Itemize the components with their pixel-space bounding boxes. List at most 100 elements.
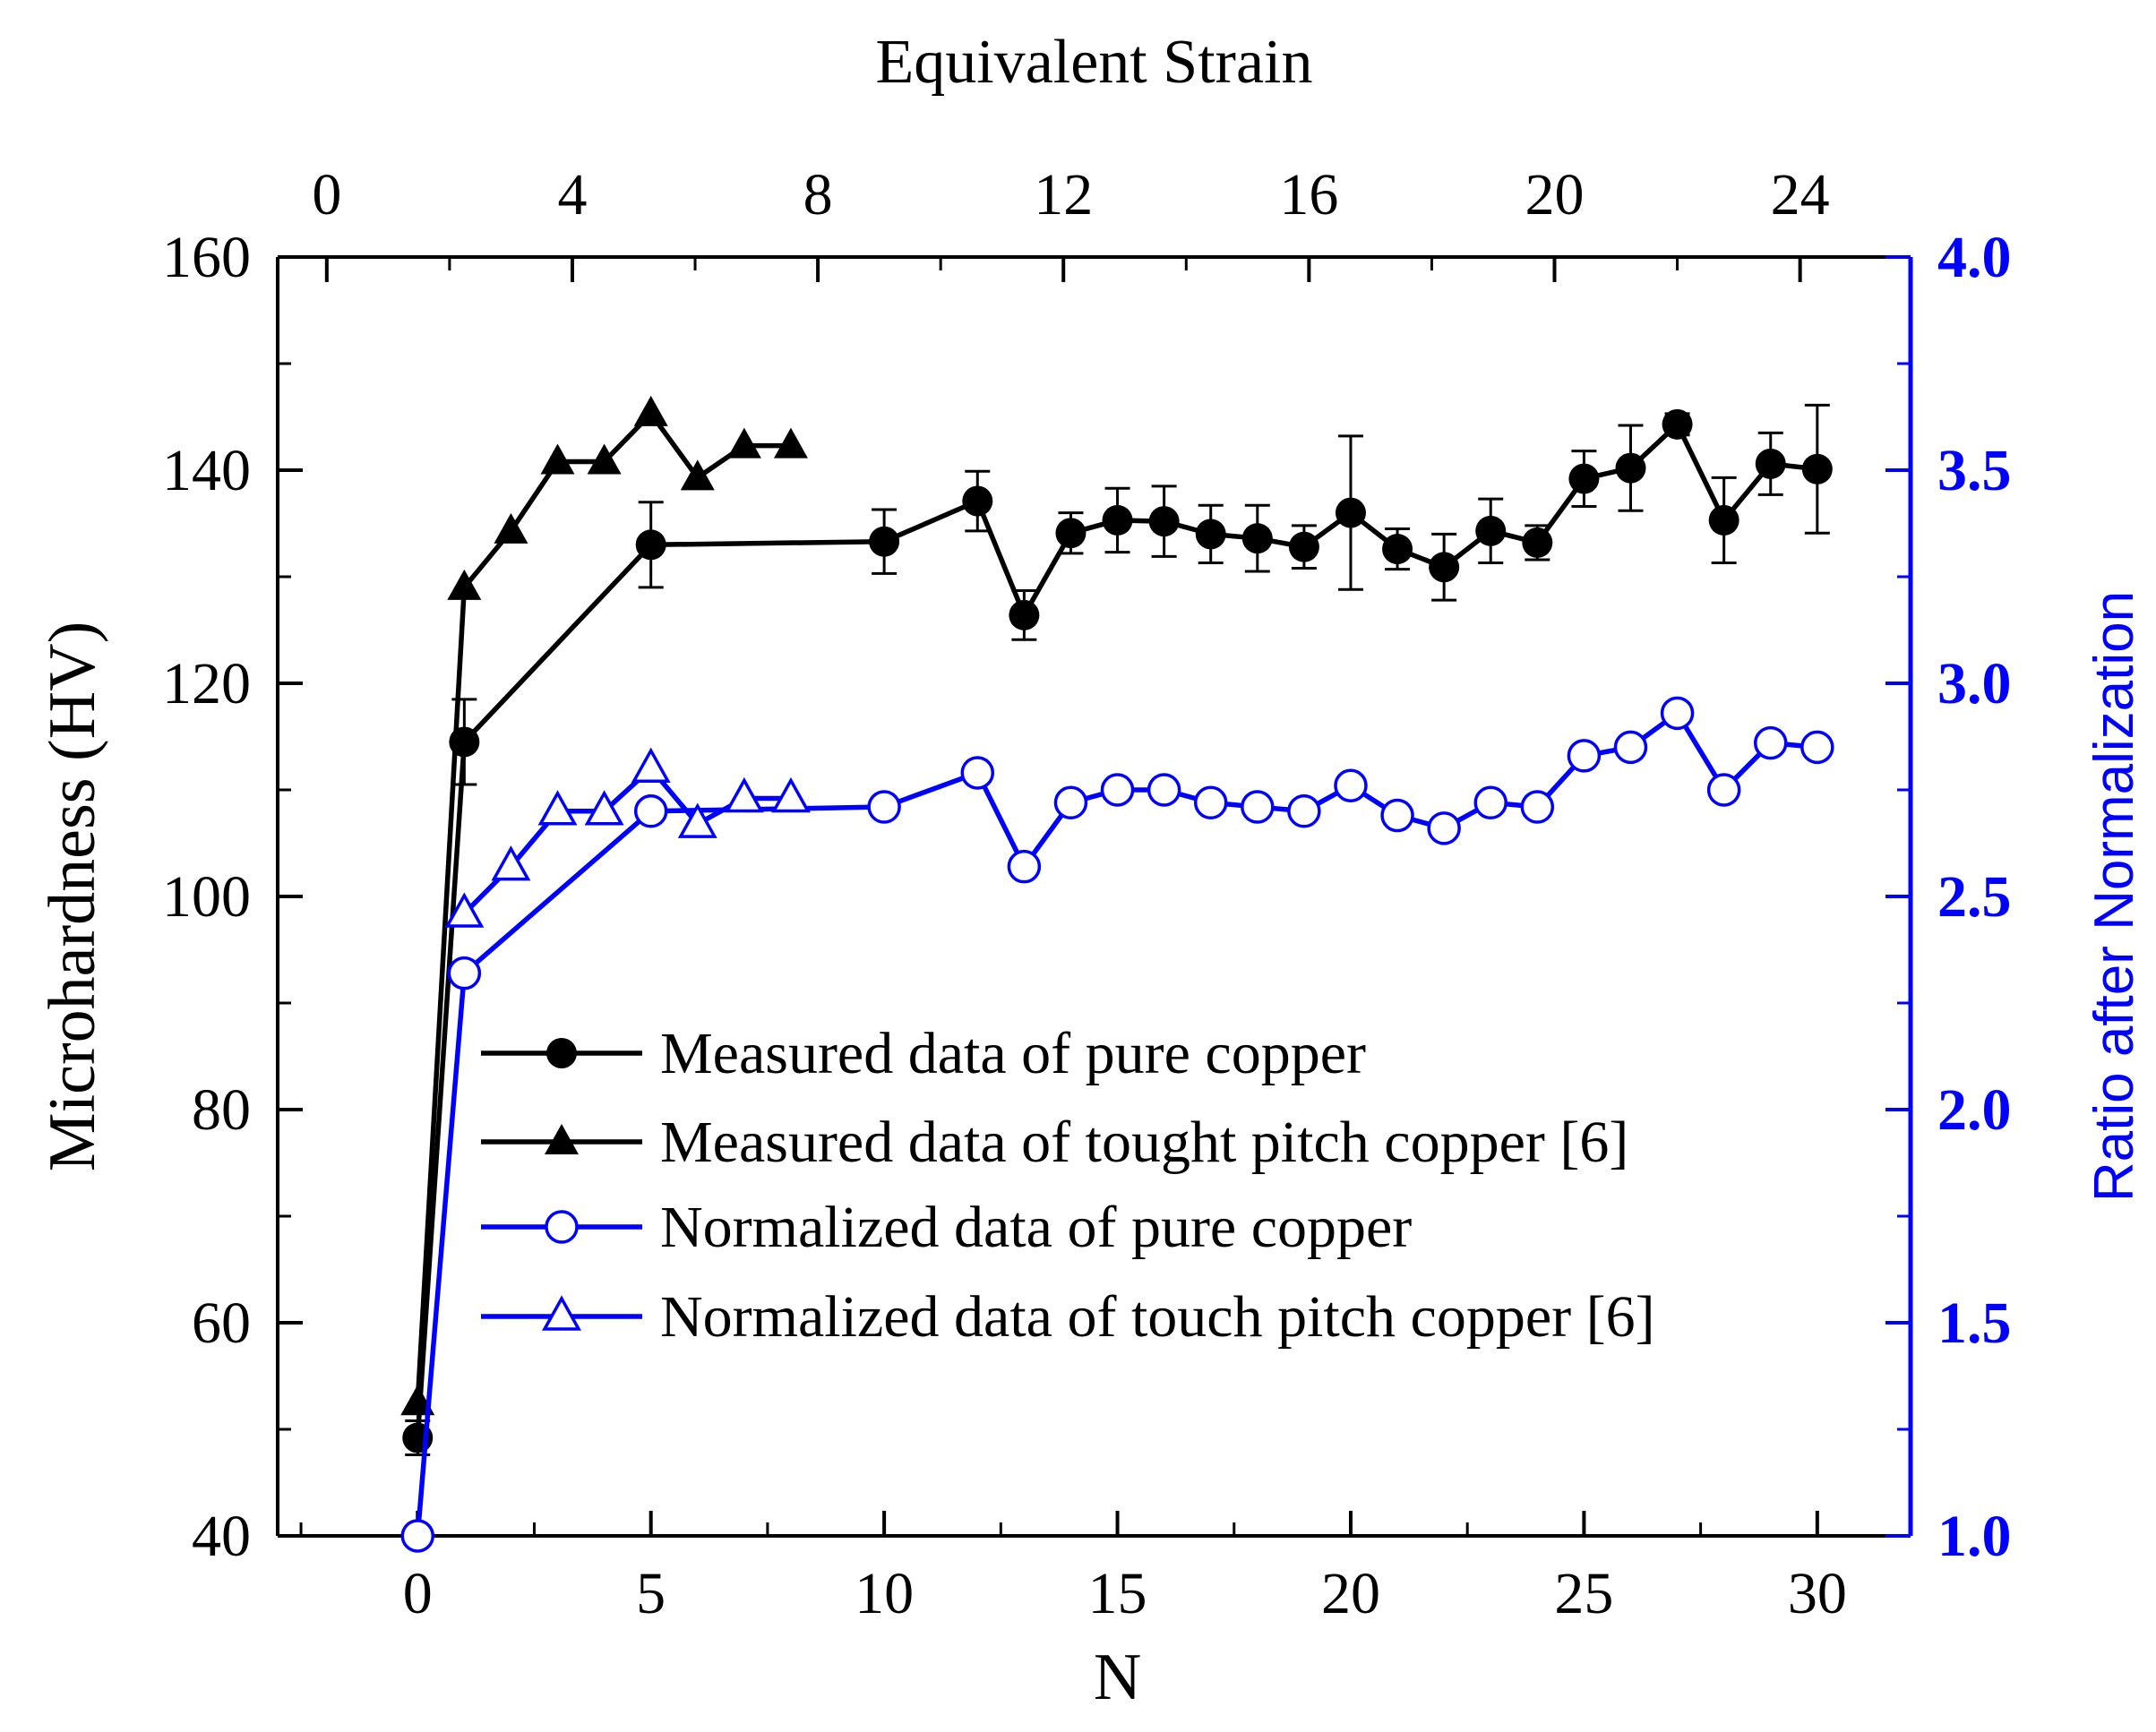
data-point [631, 747, 671, 783]
y-tick-label: 40 [192, 1504, 251, 1569]
y2-tick-label: 1.0 [1937, 1504, 2012, 1569]
x-tick-label: 20 [1321, 1561, 1380, 1626]
data-point [680, 459, 715, 491]
data-point [447, 569, 482, 600]
y-tick-label: 60 [192, 1290, 251, 1356]
data-point [633, 395, 668, 426]
legend-label: Measured data of pure copper [660, 1021, 1366, 1086]
legend: Measured data of pure copper Measured dat… [481, 1021, 1655, 1350]
data-point [400, 1519, 435, 1553]
plot-area: 0 5 10 15 20 25 30 N 0 4 8 12 16 20 24 Equivalent Strai… [36, 28, 2145, 1714]
data-point [1427, 811, 1461, 845]
data-point [1334, 768, 1368, 802]
data-point [1102, 504, 1133, 536]
x-axis-title: N [1094, 1641, 1141, 1714]
y-tick-label: 140 [162, 438, 251, 503]
x2-tick-label: 0 [312, 162, 341, 227]
series-2 [400, 696, 1834, 1553]
data-point [677, 802, 717, 838]
data-point [540, 443, 575, 475]
data-point [584, 790, 624, 826]
legend-marker [545, 1124, 579, 1154]
data-point [1147, 773, 1181, 807]
legend-label: Normalized data of pure copper [660, 1195, 1412, 1260]
x-tick-label: 5 [636, 1561, 666, 1626]
data-point [1382, 534, 1413, 565]
data-point [1567, 739, 1602, 773]
legend-label: Normalized data of touch pitch copper [6… [660, 1284, 1655, 1350]
y2-tick-label: 1.5 [1937, 1290, 2012, 1356]
y2-tick-label: 3.5 [1937, 438, 2012, 503]
legend-marker [545, 1210, 579, 1244]
data-point [587, 443, 622, 475]
data-point [1288, 531, 1319, 562]
y2-tick-label: 3.0 [1937, 651, 2012, 716]
data-point [1613, 730, 1648, 765]
data-point [1241, 790, 1275, 824]
data-point [1615, 452, 1646, 484]
y-axis-title: Microhardness (HV) [36, 622, 109, 1171]
data-point [1568, 463, 1600, 494]
data-point [1522, 527, 1553, 558]
data-point [962, 485, 993, 517]
data-point [1193, 785, 1228, 820]
x-tick-label: 10 [855, 1561, 914, 1626]
data-point [1753, 725, 1788, 760]
data-point [633, 794, 668, 828]
data-point [494, 512, 528, 544]
x2-tick-label: 20 [1525, 162, 1585, 227]
x-tick-label: 15 [1088, 1561, 1147, 1626]
data-point [1053, 785, 1088, 820]
data-point [1520, 790, 1555, 824]
x2-tick-label: 8 [803, 162, 833, 227]
y-tick-label: 80 [192, 1077, 251, 1143]
data-point [537, 790, 578, 826]
data-point [867, 790, 901, 824]
data-point [491, 845, 531, 881]
series-0 [402, 403, 1833, 1457]
y2-tick-label: 2.5 [1937, 864, 2012, 930]
y2-axis-title: Ratio after Normalization [2083, 591, 2145, 1202]
data-point [1380, 798, 1414, 833]
x2-tick-label: 16 [1279, 162, 1338, 227]
data-point [1055, 518, 1087, 549]
x-tick-label: 30 [1788, 1561, 1847, 1626]
y2-tick-label: 4.0 [1937, 225, 2012, 290]
legend-label: Measured data of tought pitch copper [6] [660, 1110, 1628, 1175]
series-1 [400, 395, 808, 1416]
data-point [444, 892, 485, 928]
data-point [1287, 794, 1321, 828]
data-point [960, 756, 995, 790]
data-point [1662, 408, 1693, 440]
y2-tick-label: 2.0 [1937, 1077, 2012, 1143]
series-3 [444, 747, 811, 928]
data-point [1241, 523, 1273, 554]
data-point [1801, 453, 1833, 484]
data-point [1335, 497, 1366, 528]
data-point [724, 776, 764, 813]
y-tick-label: 120 [162, 651, 251, 716]
data-point [1800, 730, 1834, 765]
y-tick-label: 100 [162, 864, 251, 930]
data-point [1100, 773, 1135, 807]
x2-tick-label: 12 [1034, 162, 1093, 227]
data-point [1195, 519, 1226, 550]
data-point [447, 956, 482, 990]
data-point [869, 526, 900, 557]
x2-tick-label: 24 [1771, 162, 1830, 227]
x2-axis-title: Equivalent Strain [876, 28, 1313, 97]
data-point [1660, 696, 1695, 731]
data-point [770, 776, 811, 813]
data-point [773, 427, 808, 459]
y-tick-label: 160 [162, 225, 251, 290]
data-point [1706, 773, 1741, 807]
x-tick-label: 0 [403, 1561, 433, 1626]
data-point [1755, 448, 1786, 479]
data-point [1007, 849, 1042, 884]
data-point [1708, 504, 1739, 536]
data-point [1429, 552, 1460, 583]
data-point [1473, 785, 1507, 820]
data-point [726, 427, 761, 459]
data-point [1009, 599, 1040, 630]
